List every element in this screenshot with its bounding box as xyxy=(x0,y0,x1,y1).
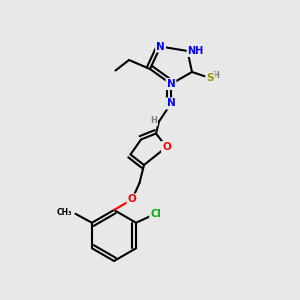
Text: N: N xyxy=(156,41,165,52)
Text: O: O xyxy=(162,142,171,152)
Text: S: S xyxy=(206,73,214,83)
Text: N: N xyxy=(167,79,176,89)
Text: O: O xyxy=(128,194,136,205)
Text: CH₃: CH₃ xyxy=(57,208,72,217)
Text: H: H xyxy=(212,70,219,80)
Text: N: N xyxy=(167,98,176,109)
Text: NH: NH xyxy=(188,46,204,56)
Text: Cl: Cl xyxy=(150,209,161,219)
Text: H: H xyxy=(151,116,158,125)
